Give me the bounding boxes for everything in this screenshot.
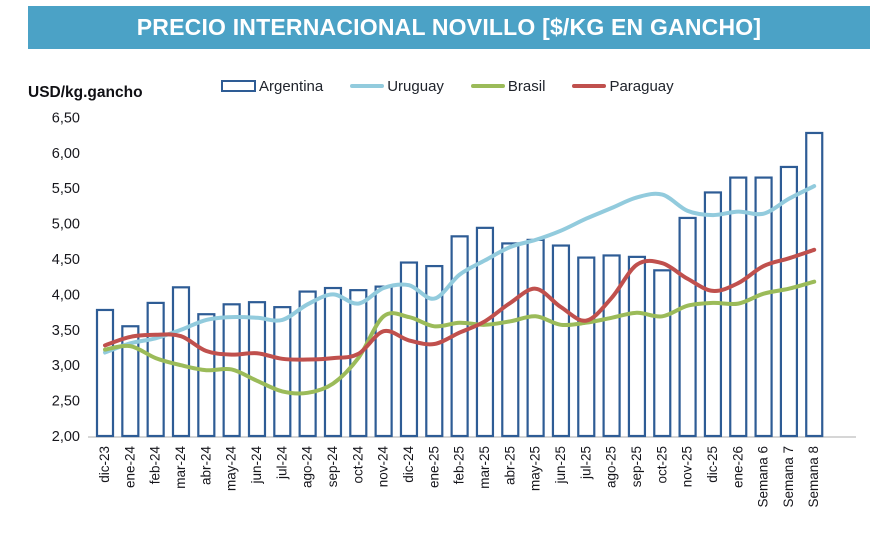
bar-argentina bbox=[374, 285, 393, 438]
bar-argentina bbox=[349, 289, 368, 438]
legend-label: Uruguay bbox=[387, 77, 444, 95]
bar-argentina bbox=[121, 325, 140, 438]
bar-argentina bbox=[754, 176, 773, 438]
argentina-bar-swatch-icon bbox=[221, 80, 256, 92]
y-tick-label: 5,00 bbox=[52, 217, 80, 233]
legend-item-paraguay: Paraguay bbox=[572, 77, 674, 95]
y-tick-label: 6,50 bbox=[52, 110, 80, 126]
y-tick-label: 3,50 bbox=[52, 323, 80, 339]
bar-argentina bbox=[171, 286, 191, 438]
x-tick-label: dic-25 bbox=[705, 446, 720, 483]
y-tick-label: 2,00 bbox=[52, 429, 80, 445]
bar-argentina bbox=[95, 308, 115, 438]
x-tick-label: ago-25 bbox=[604, 446, 619, 488]
bar-argentina bbox=[729, 176, 748, 438]
legend-label: Paraguay bbox=[609, 77, 674, 95]
uruguay-line-swatch-icon bbox=[350, 83, 385, 89]
bar-argentina bbox=[678, 216, 697, 438]
legend-item-brasil: Brasil bbox=[470, 77, 546, 95]
x-tick-label: nov-25 bbox=[680, 446, 695, 487]
x-tick-label: mar-25 bbox=[477, 446, 492, 489]
bar-argentina bbox=[146, 301, 165, 438]
bar-argentina bbox=[298, 290, 317, 438]
x-tick-label: ago-24 bbox=[300, 446, 315, 489]
legend-item-argentina: Argentina bbox=[221, 78, 323, 95]
x-tick-label: oct-25 bbox=[654, 446, 669, 484]
bar-argentina bbox=[197, 313, 216, 438]
y-tick-label: 5,50 bbox=[52, 181, 80, 197]
x-tick-label: sep-25 bbox=[629, 446, 644, 487]
x-tick-label: may-25 bbox=[528, 446, 543, 491]
x-tick-label: nov-24 bbox=[376, 446, 391, 488]
bar-argentina bbox=[273, 306, 292, 438]
x-tick-label: feb-25 bbox=[452, 446, 467, 484]
x-tick-label: jul-25 bbox=[578, 446, 593, 480]
y-tick-label: 3,00 bbox=[52, 358, 80, 374]
line-paraguay bbox=[103, 247, 817, 362]
bar-argentina bbox=[653, 269, 672, 438]
bar-argentina bbox=[627, 255, 647, 438]
bar-argentina bbox=[323, 286, 343, 438]
legend-label: Argentina bbox=[259, 77, 324, 95]
x-tick-label: abr-25 bbox=[502, 446, 517, 485]
x-tick-label: ene-24 bbox=[122, 446, 137, 489]
chart-legend: Argentina Uruguay Brasil Paraguay bbox=[221, 77, 674, 95]
y-tick-label: 4,00 bbox=[52, 287, 80, 303]
x-tick-label: Semana 6 bbox=[756, 446, 771, 508]
y-tick-label: 4,50 bbox=[52, 252, 80, 268]
y-axis-unit-label: USD/kg.gancho bbox=[28, 84, 143, 101]
x-tick-label: dic-24 bbox=[401, 446, 416, 483]
bar-argentina bbox=[425, 264, 444, 438]
x-tick-label: may-24 bbox=[224, 446, 239, 492]
legend-label: Brasil bbox=[507, 77, 546, 95]
x-tick-label: feb-24 bbox=[148, 446, 163, 485]
bar-argentina bbox=[247, 301, 267, 438]
bar-argentina bbox=[577, 256, 596, 438]
y-tick-label: 2,50 bbox=[52, 394, 80, 410]
line-uruguay bbox=[103, 184, 817, 355]
x-tick-label: abr-24 bbox=[198, 446, 213, 486]
x-tick-label: ene-25 bbox=[426, 446, 441, 488]
paraguay-line-swatch-icon bbox=[572, 83, 607, 89]
legend-item-uruguay: Uruguay bbox=[350, 78, 444, 95]
bar-argentina bbox=[779, 165, 799, 438]
x-tick-label: ene-26 bbox=[730, 446, 745, 488]
x-tick-label: jul-24 bbox=[274, 446, 289, 481]
bar-argentina bbox=[602, 254, 621, 438]
x-tick-label: mar-24 bbox=[173, 446, 188, 489]
title-banner: PRECIO INTERNACIONAL NOVILLO [$/KG EN GA… bbox=[28, 6, 870, 49]
x-tick-label: Semana 8 bbox=[806, 446, 821, 508]
x-tick-label: jun-24 bbox=[249, 446, 264, 485]
bar-argentina bbox=[475, 226, 495, 438]
x-tick-label: Semana 7 bbox=[781, 446, 796, 508]
bar-argentina bbox=[703, 191, 723, 438]
bar-argentina bbox=[399, 261, 419, 438]
x-tick-label: dic-23 bbox=[97, 446, 112, 483]
bar-argentina bbox=[526, 238, 545, 438]
y-tick-label: 6,00 bbox=[52, 146, 80, 162]
x-tick-label: jun-25 bbox=[553, 446, 568, 485]
brasil-line-swatch-icon bbox=[470, 83, 505, 89]
bar-argentina bbox=[501, 242, 520, 438]
line-brasil bbox=[103, 279, 817, 396]
page-title: PRECIO INTERNACIONAL NOVILLO [$/KG EN GA… bbox=[136, 14, 762, 40]
bar-argentina bbox=[551, 244, 571, 438]
x-tick-label: sep-24 bbox=[325, 446, 340, 488]
x-tick-label: oct-24 bbox=[350, 446, 365, 484]
